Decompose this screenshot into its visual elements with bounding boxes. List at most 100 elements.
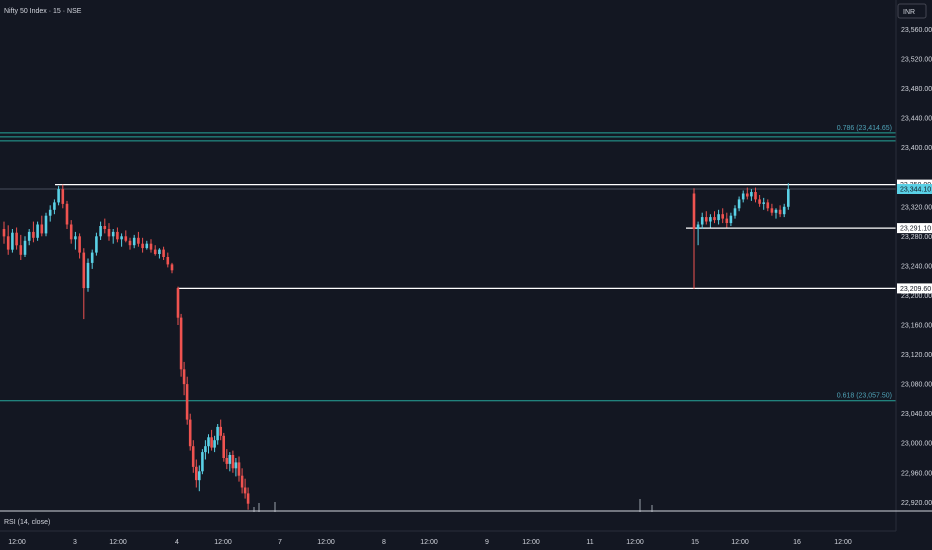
price-tick-label: 23,000.00 xyxy=(901,441,932,448)
candle-body xyxy=(158,249,161,254)
candle-body xyxy=(231,455,235,469)
time-tick-label: 7 xyxy=(278,539,282,546)
candle-body xyxy=(6,236,10,250)
price-tick-label: 23,480.00 xyxy=(901,86,932,93)
candle-body xyxy=(99,226,102,237)
time-tick-label: 3 xyxy=(73,539,77,546)
candle-body xyxy=(758,199,761,204)
candle-body xyxy=(210,437,213,448)
candle-body xyxy=(69,224,73,240)
candle-body xyxy=(185,384,189,420)
candle-body xyxy=(741,193,745,200)
chart-title: Nifty 50 Index · 15 · NSE xyxy=(4,8,82,15)
price-tick-label: 23,560.00 xyxy=(901,27,932,34)
candle-body xyxy=(188,419,192,447)
time-tick-label: 12:00 xyxy=(109,539,127,546)
candle-body xyxy=(787,189,790,207)
level-price-tag xyxy=(897,223,932,234)
candle-body xyxy=(198,471,201,481)
time-tick-label: 12:00 xyxy=(8,539,26,546)
candle-body xyxy=(216,426,219,441)
time-tick-label: 12:00 xyxy=(626,539,644,546)
candle-body xyxy=(15,232,18,246)
time-tick-label: 12:00 xyxy=(317,539,335,546)
candle-body xyxy=(61,189,65,204)
candle-body xyxy=(23,240,27,255)
candle-body xyxy=(778,209,782,215)
horizontal-levels[interactable] xyxy=(0,183,896,290)
price-tick-label: 23,240.00 xyxy=(901,263,932,270)
candle-body xyxy=(57,189,60,203)
current-price-tag xyxy=(897,184,932,194)
candle-body xyxy=(176,288,180,318)
price-tick-label: 23,320.00 xyxy=(901,204,932,211)
candle-body xyxy=(82,252,86,289)
candle-body xyxy=(750,192,753,197)
price-tick-label: 23,200.00 xyxy=(901,293,932,300)
candle-body xyxy=(696,224,700,229)
candle-body xyxy=(700,217,704,225)
candle-body xyxy=(90,252,94,263)
price-tick-label: 23,160.00 xyxy=(901,323,932,330)
time-tick-label: 12:00 xyxy=(834,539,852,546)
candle-body xyxy=(36,224,39,238)
candle-body xyxy=(32,231,35,238)
time-tick-label: 9 xyxy=(485,539,489,546)
candle-body xyxy=(222,435,225,458)
candle-body xyxy=(65,203,69,225)
candle-body xyxy=(182,369,186,385)
time-axis[interactable]: 12:00 3 12:00 4 12:00 7 12:00 8 12:00 9 12:00 11 12:… xyxy=(8,539,852,546)
candlestick-series xyxy=(2,183,790,512)
candle-body xyxy=(721,214,724,219)
candle-body xyxy=(204,446,207,453)
candle-body xyxy=(53,202,56,210)
candle-body xyxy=(754,192,757,200)
candle-body xyxy=(729,215,733,224)
candle-body xyxy=(111,231,115,237)
candle-body xyxy=(179,317,183,370)
currency-button[interactable]: INR xyxy=(897,3,927,19)
candle-body xyxy=(766,202,770,209)
candle-body xyxy=(78,236,81,253)
candle-body xyxy=(237,462,241,476)
price-tick-label: 23,080.00 xyxy=(901,382,932,389)
candle-body xyxy=(191,446,195,467)
level-price-tag xyxy=(897,283,932,294)
candle-body xyxy=(27,231,31,241)
candle-body xyxy=(162,249,165,257)
fib-level-label: 0.618 (23,057.50) xyxy=(837,393,892,400)
candle-body xyxy=(124,236,128,241)
indicator-label[interactable]: RSI (14, close) xyxy=(4,519,50,526)
price-tick-label: 22,960.00 xyxy=(901,470,932,477)
candle-body xyxy=(774,209,778,213)
candle-body xyxy=(137,237,140,244)
candle-body xyxy=(95,236,98,253)
candle-body xyxy=(705,217,708,222)
candle-body xyxy=(246,493,250,504)
candle-body xyxy=(40,224,44,234)
candle-body xyxy=(770,208,774,213)
candle-body xyxy=(207,437,210,447)
candle-body xyxy=(141,243,144,249)
candle-body xyxy=(234,462,238,469)
candle-body xyxy=(107,229,111,237)
time-tick-label: 12:00 xyxy=(522,539,540,546)
candle-body xyxy=(717,214,720,221)
candle-body xyxy=(733,208,737,216)
candle-body xyxy=(11,232,14,250)
price-tick-label: 23,120.00 xyxy=(901,352,932,359)
candle-body xyxy=(709,217,712,222)
candle-body xyxy=(19,245,23,255)
candle-body xyxy=(86,262,90,288)
candle-body xyxy=(240,475,244,488)
price-tick-label: 23,040.00 xyxy=(901,411,932,418)
candle-body xyxy=(170,264,174,271)
time-tick-label: 4 xyxy=(175,539,179,546)
time-tick-label: 12:00 xyxy=(731,539,749,546)
price-tick-label: 22,920.00 xyxy=(901,500,932,507)
price-axis[interactable]: 23,560.00 23,520.00 23,480.00 23,440.00 23,4… xyxy=(901,27,932,507)
candle-body xyxy=(44,215,48,234)
candle-body xyxy=(782,206,786,215)
